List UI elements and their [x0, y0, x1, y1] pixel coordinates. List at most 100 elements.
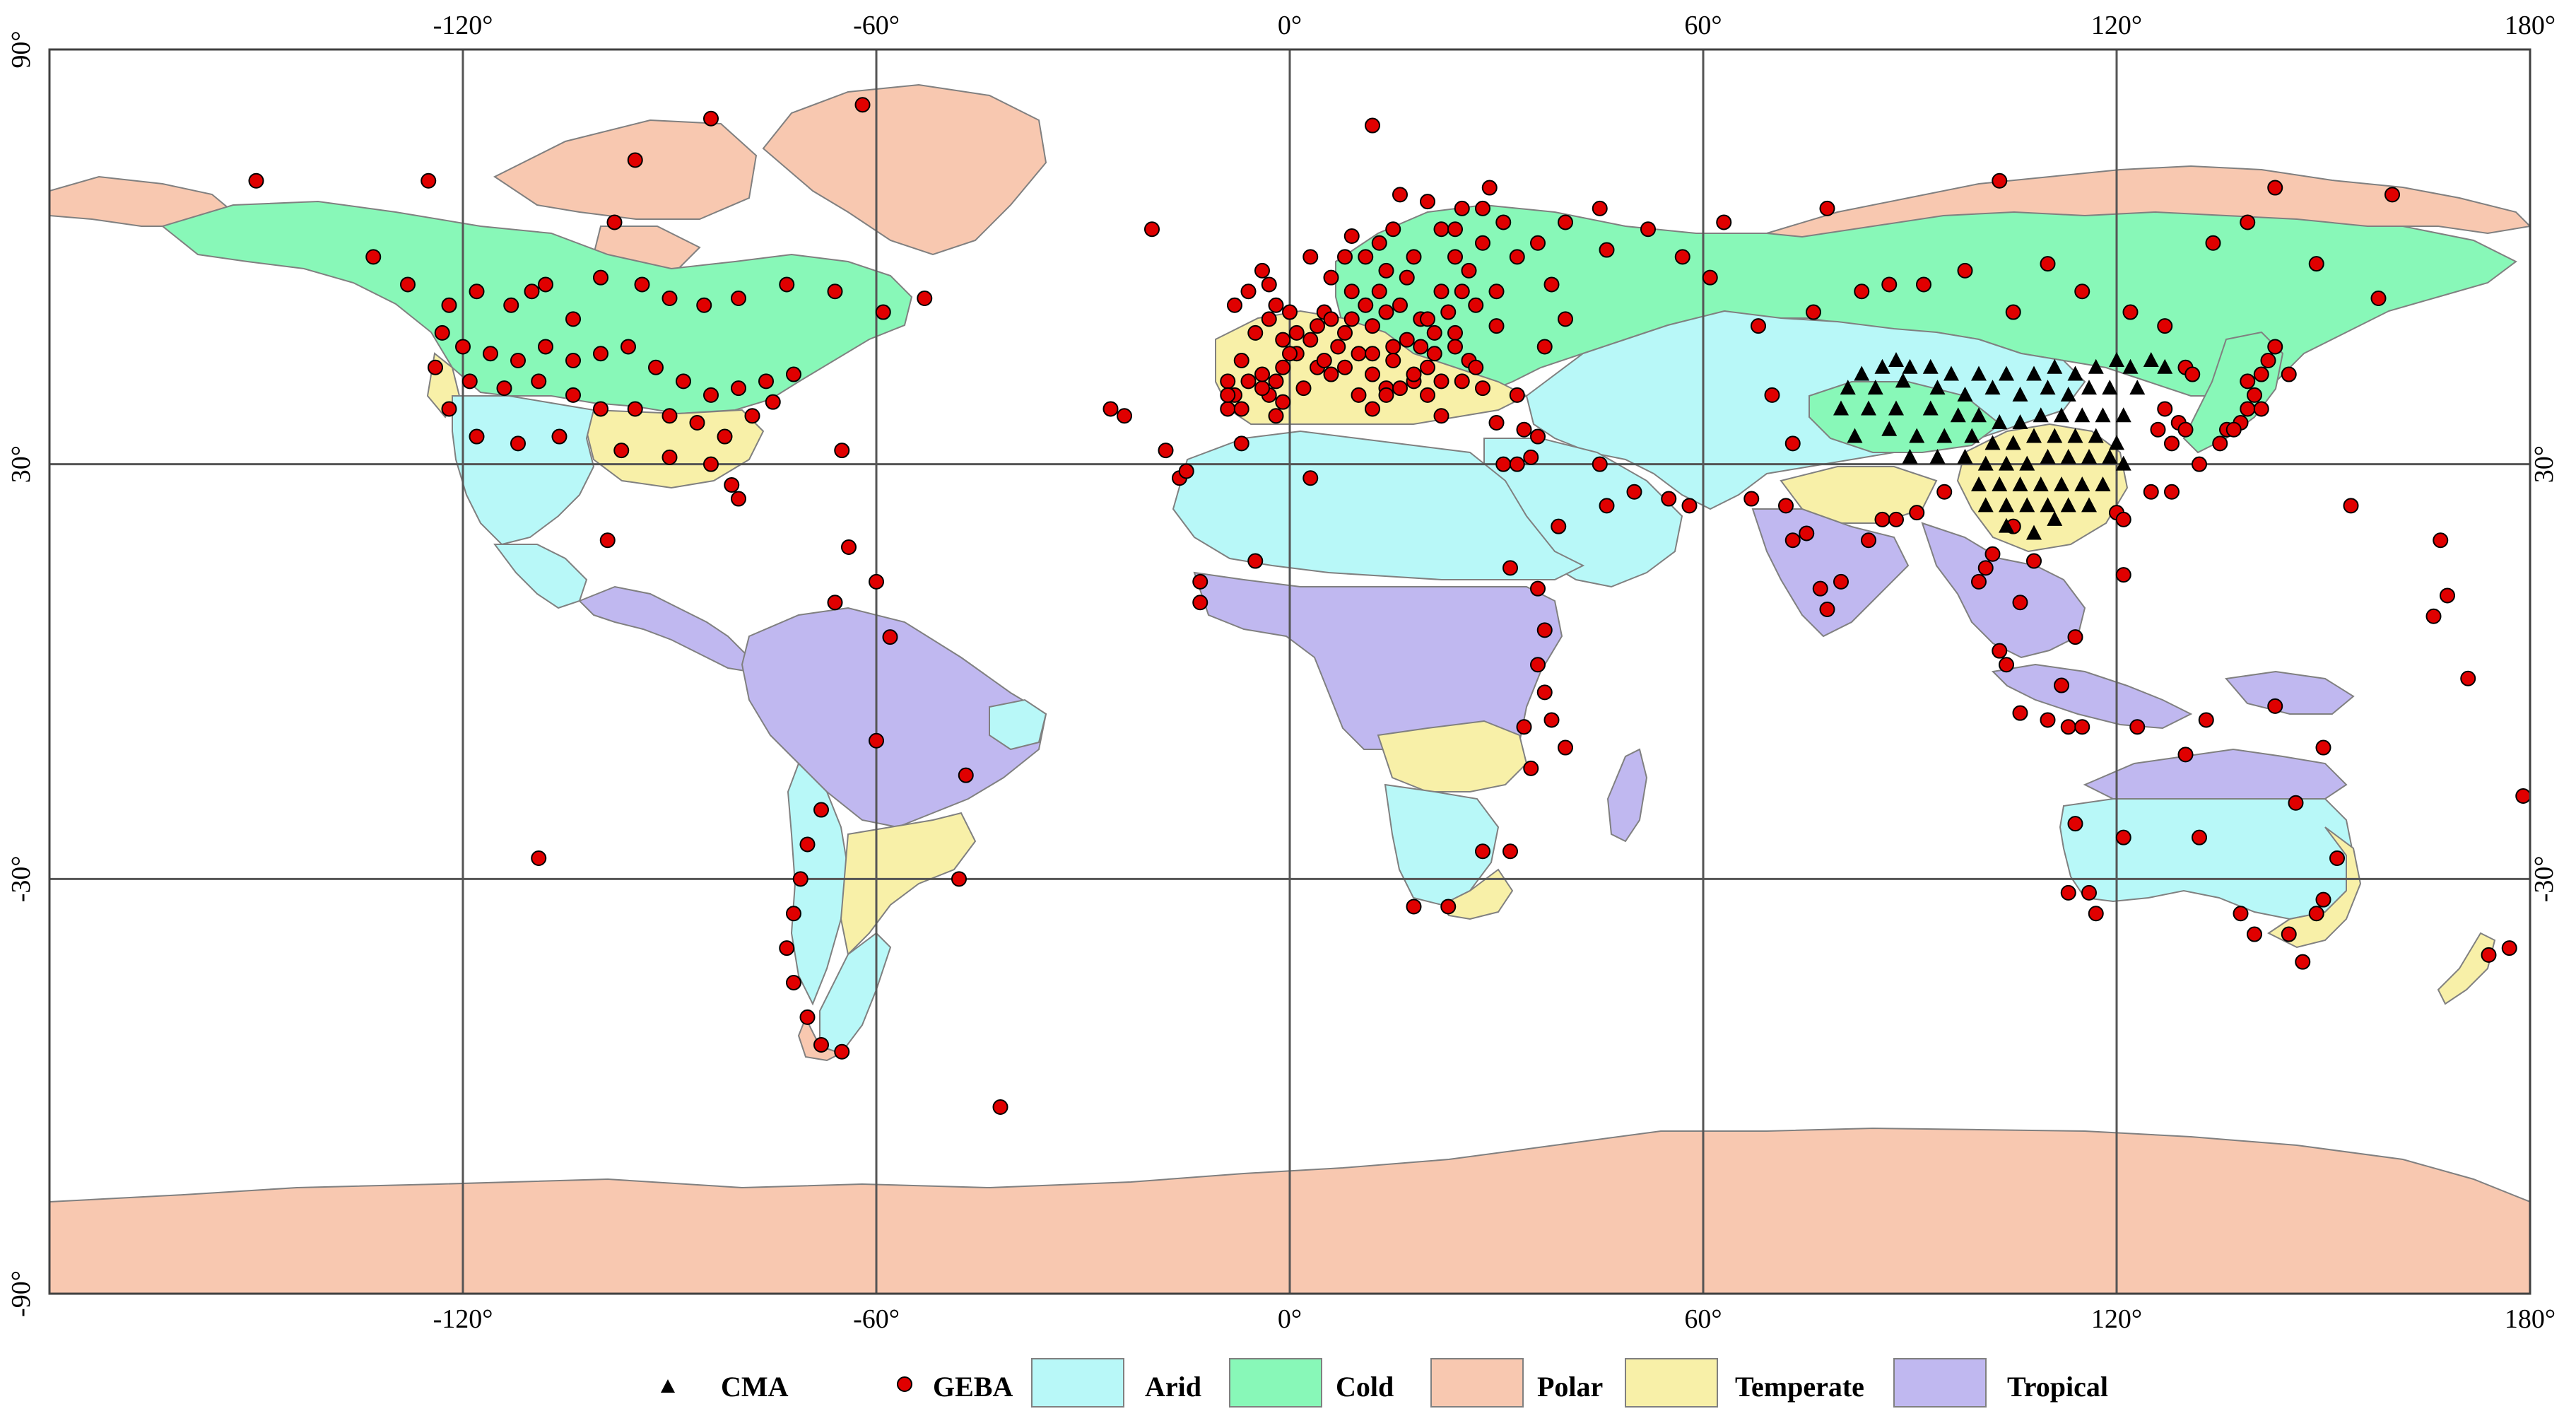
geba-station-marker — [1784, 532, 1801, 549]
geba-station-marker — [1488, 318, 1505, 334]
geba-station-marker — [551, 428, 567, 445]
legend-polar-swatch — [1430, 1358, 1524, 1408]
geba-station-marker — [2240, 373, 2256, 390]
geba-station-marker — [2425, 608, 2442, 624]
geba-station-marker — [1475, 200, 1490, 216]
geba-station-marker — [1592, 456, 1608, 472]
geba-station-marker — [1288, 324, 1305, 341]
geba-station-marker — [1640, 221, 1656, 238]
geba-station-marker — [1509, 249, 1525, 265]
geba-station-marker — [2247, 926, 2262, 942]
geba-station-marker — [1302, 470, 1319, 486]
cma-station-marker — [2019, 455, 2035, 471]
geba-station-marker — [2212, 435, 2228, 452]
geba-station-marker — [1351, 387, 1367, 403]
geba-station-marker — [1254, 380, 1270, 397]
region-indonesia-tropical — [1991, 663, 2193, 730]
geba-station-marker — [786, 366, 801, 382]
cma-station-marker — [2047, 358, 2063, 374]
geba-station-marker — [1819, 200, 1835, 216]
cma-station-marker — [1950, 407, 1966, 423]
geba-station-marker — [420, 172, 437, 189]
geba-station-marker — [593, 269, 608, 286]
cma-station-marker — [1999, 497, 2014, 513]
geba-station-marker — [1495, 456, 1512, 472]
geba-station-marker — [1426, 324, 1442, 341]
geba-station-marker — [2315, 739, 2331, 756]
geba-station-marker — [1558, 214, 1573, 230]
geba-station-marker — [1440, 304, 1457, 320]
geba-station-marker — [565, 353, 581, 368]
geba-station-marker — [400, 276, 416, 293]
geba-station-marker — [1530, 235, 1546, 251]
geba-station-marker — [1343, 283, 1360, 300]
geba-station-marker — [2115, 567, 2131, 583]
geba-station-marker — [538, 339, 553, 355]
geba-station-marker — [1433, 283, 1449, 300]
bottom-lon-tick-label: 180° — [2505, 1304, 2556, 1334]
cma-station-marker — [2115, 455, 2131, 471]
geba-station-marker — [2515, 788, 2531, 804]
geba-station-marker — [1599, 242, 1615, 258]
geba-station-marker — [765, 394, 781, 410]
cma-station-marker — [1861, 400, 1876, 416]
region-australia-temperate — [2267, 826, 2362, 949]
geba-station-marker — [1240, 373, 1257, 390]
geba-station-marker — [496, 380, 512, 397]
geba-station-marker — [634, 276, 650, 293]
cma-station-marker — [2081, 448, 2097, 464]
cma-station-marker — [1840, 380, 1856, 395]
geba-station-marker — [1378, 387, 1394, 403]
geba-station-marker — [1784, 435, 1801, 452]
geba-station-marker — [469, 428, 485, 445]
geba-station-marker — [2060, 719, 2076, 735]
geba-station-marker — [1454, 373, 1470, 390]
geba-station-marker — [2440, 587, 2455, 604]
geba-station-marker — [1433, 408, 1449, 424]
geba-station-marker — [1247, 553, 1264, 569]
top-lon-tick-label: -120° — [433, 11, 493, 40]
geba-station-marker — [1247, 324, 1264, 341]
cma-station-marker — [2054, 476, 2069, 491]
legend-geba-label: GEBA — [933, 1371, 1013, 1403]
cma-station-marker — [1888, 400, 1904, 416]
geba-station-marker — [1365, 401, 1380, 417]
legend-cold-swatch — [1229, 1358, 1322, 1408]
geba-station-marker — [2205, 235, 2221, 251]
geba-station-marker — [958, 767, 974, 783]
legend: CMA GEBA Arid Cold Polar Temperate Tropi… — [661, 1358, 2108, 1408]
geba-station-marker — [792, 871, 808, 887]
geba-station-marker — [2460, 670, 2476, 686]
geba-station-marker — [2005, 304, 2021, 320]
geba-station-marker — [1592, 200, 1608, 216]
cma-station-marker — [1922, 358, 1939, 374]
cma-station-marker — [1992, 414, 2008, 429]
geba-station-marker — [1433, 221, 1449, 238]
geba-station-marker — [1778, 498, 1794, 514]
geba-station-marker — [593, 401, 608, 417]
geba-station-marker — [2054, 677, 2069, 694]
cma-station-marker — [1992, 476, 2008, 491]
geba-station-marker — [1371, 283, 1387, 300]
geba-station-marker — [1916, 276, 1931, 293]
geba-station-marker — [2370, 291, 2387, 306]
geba-station-marker — [2281, 366, 2297, 382]
cma-station-marker — [2019, 497, 2035, 513]
cma-station-marker — [1977, 455, 1994, 471]
geba-station-marker — [744, 408, 760, 424]
geba-station-marker — [428, 359, 443, 375]
geba-station-marker — [1992, 643, 2008, 659]
geba-station-marker — [593, 346, 608, 362]
geba-station-marker — [1626, 484, 1642, 500]
geba-station-marker — [1426, 346, 1442, 362]
cma-stations-layer — [1833, 352, 2173, 540]
geba-station-marker — [1240, 283, 1257, 300]
geba-station-marker — [1365, 117, 1380, 134]
geba-station-marker — [599, 532, 616, 549]
geba-station-marker — [1399, 269, 1415, 286]
cma-station-marker — [2074, 407, 2090, 423]
cma-station-marker — [1999, 517, 2014, 533]
cma-station-marker — [2047, 510, 2063, 526]
geba-station-marker — [717, 428, 733, 445]
geba-station-marker — [834, 443, 850, 459]
